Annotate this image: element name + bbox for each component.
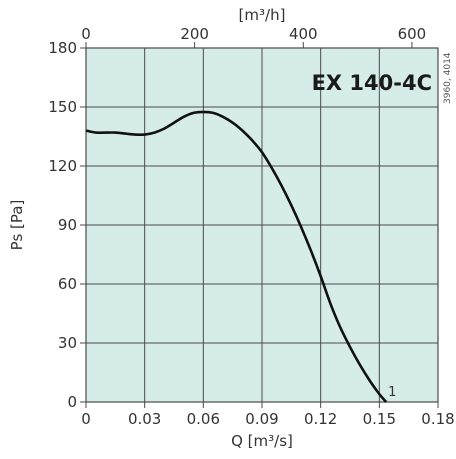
x-tick-label: 0.06 — [187, 410, 220, 428]
series-line-1 — [85, 110, 388, 403]
y-tick-labels: 0 30 60 90 120 150 180 — [48, 39, 77, 411]
x-tick-label: 0 — [81, 410, 91, 428]
y-tick-label: 90 — [58, 216, 77, 234]
tick-marks — [80, 42, 439, 408]
y-tick-label: 0 — [67, 393, 77, 411]
x-tick-label: 0.15 — [363, 410, 396, 428]
x-tick-labels: 0 0.03 0.06 0.09 0.12 0.15 0.18 — [81, 410, 454, 428]
top-tick-label: 600 — [398, 25, 427, 43]
top-tick-label: 200 — [180, 25, 209, 43]
x-axis-label: Q [m³/s] — [231, 432, 293, 450]
x-tick-label: 0.18 — [421, 410, 454, 428]
y-tick-label: 120 — [48, 157, 77, 175]
y-tick-label: 30 — [58, 334, 77, 352]
x-tick-label: 0.09 — [245, 410, 278, 428]
top-tick-labels: 0 200 400 600 — [81, 25, 426, 43]
chart-title: EX 140-4C — [312, 71, 432, 95]
y-tick-label: 180 — [48, 39, 77, 57]
y-tick-label: 150 — [48, 98, 77, 116]
grid-lines — [86, 48, 438, 402]
top-tick-label: 400 — [289, 25, 318, 43]
top-tick-label: 0 — [81, 25, 91, 43]
x-tick-label: 0.03 — [128, 410, 161, 428]
series-label-1: 1 — [388, 385, 396, 400]
y-axis-label: Ps [Pa] — [8, 200, 26, 251]
top-axis-label: [m³/h] — [239, 6, 286, 24]
x-tick-label: 0.12 — [304, 410, 337, 428]
side-code: 3960, 4014 — [443, 52, 453, 104]
y-tick-label: 60 — [58, 275, 77, 293]
